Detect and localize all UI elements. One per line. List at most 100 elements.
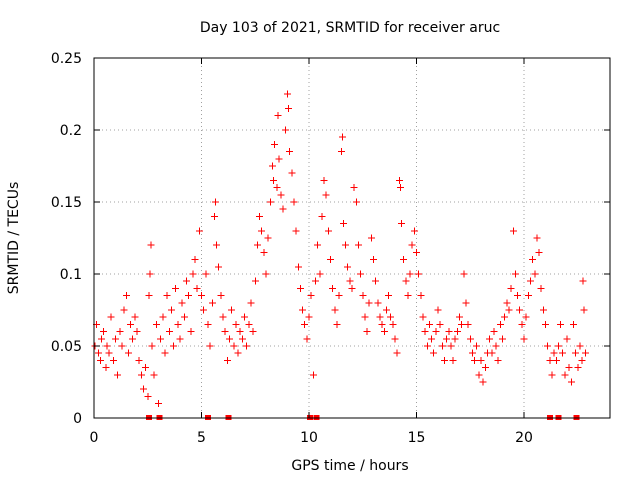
data-point	[142, 364, 150, 372]
x-tick-label: 20	[515, 430, 533, 446]
data-point	[116, 328, 124, 336]
data-point	[241, 313, 248, 321]
data-point	[279, 205, 287, 213]
data-point	[187, 328, 195, 336]
data-point	[266, 198, 274, 206]
data-point	[296, 284, 304, 292]
data-point	[376, 313, 384, 321]
data-point	[410, 227, 418, 235]
data-point	[563, 335, 571, 343]
data-point	[346, 277, 354, 285]
data-point	[316, 270, 324, 278]
data-point	[496, 320, 504, 328]
data-point	[385, 292, 393, 300]
data-point	[430, 349, 438, 357]
data-point	[542, 320, 549, 328]
data-point	[458, 320, 466, 328]
data-point	[211, 198, 219, 206]
data-point	[167, 306, 175, 314]
data-point	[580, 306, 588, 314]
data-point	[281, 126, 289, 134]
data-point	[557, 320, 565, 328]
data-point	[191, 256, 199, 264]
data-point	[301, 320, 309, 328]
data-point	[286, 148, 294, 156]
data-point	[170, 342, 178, 350]
data-point	[223, 356, 231, 364]
data-point	[198, 292, 205, 300]
data-point	[210, 212, 218, 220]
data-point	[344, 263, 352, 271]
data-point	[559, 349, 567, 357]
data-point	[193, 284, 201, 292]
data-point	[574, 364, 582, 372]
data-point	[354, 241, 362, 249]
data-point	[127, 320, 135, 328]
data-point	[292, 227, 300, 235]
data-point	[299, 306, 307, 314]
data-point	[359, 292, 367, 300]
data-point	[550, 349, 558, 357]
y-axis-label: SRMTID / TECUs	[6, 182, 22, 295]
data-point	[256, 212, 264, 220]
data-point	[118, 342, 126, 350]
data-point	[271, 140, 279, 148]
data-point	[213, 241, 221, 249]
data-point	[505, 306, 513, 314]
data-point	[221, 328, 229, 336]
data-point	[374, 299, 382, 307]
data-point	[178, 299, 186, 307]
data-point	[378, 320, 386, 328]
data-point	[309, 371, 317, 379]
data-point	[367, 234, 375, 242]
y-tick-label: 0.05	[51, 339, 82, 355]
data-point	[479, 378, 487, 386]
grid-lines	[94, 58, 610, 418]
y-tick-label: 0.15	[51, 195, 82, 211]
data-point	[103, 342, 111, 350]
data-point	[217, 292, 225, 300]
data-point	[102, 364, 110, 372]
x-axis-label: GPS time / hours	[291, 458, 408, 474]
data-point	[204, 320, 212, 328]
data-point	[380, 328, 388, 336]
data-point	[200, 306, 208, 314]
chart-title: Day 103 of 2021, SRMTID for receiver aru…	[200, 20, 500, 36]
data-point	[148, 342, 156, 350]
data-point	[395, 176, 403, 184]
data-point	[305, 313, 313, 321]
data-point	[389, 320, 397, 328]
data-point	[137, 371, 145, 379]
data-point	[243, 342, 251, 350]
data-point	[120, 306, 128, 314]
data-point	[475, 371, 483, 379]
data-point	[100, 328, 108, 336]
data-point	[294, 263, 302, 271]
data-point	[161, 349, 169, 357]
data-point	[109, 356, 117, 364]
data-point	[145, 292, 153, 300]
data-point	[94, 349, 102, 357]
data-point	[331, 306, 339, 314]
data-point	[189, 270, 197, 278]
data-point	[578, 356, 586, 364]
data-point	[363, 328, 371, 336]
x-tick-label: 0	[90, 430, 99, 446]
data-point	[270, 176, 278, 184]
data-point	[565, 364, 573, 372]
data-point	[533, 234, 541, 242]
data-point	[361, 313, 369, 321]
data-point	[445, 328, 453, 336]
data-point	[567, 378, 575, 386]
data-point	[268, 162, 276, 170]
data-point	[122, 292, 130, 300]
data-point	[114, 371, 122, 379]
data-point	[264, 234, 272, 242]
data-point	[335, 292, 343, 300]
data-point	[274, 112, 282, 120]
data-point	[228, 306, 236, 314]
data-point	[462, 299, 470, 307]
data-point	[451, 335, 459, 343]
data-point	[262, 270, 270, 278]
data-point	[230, 342, 238, 350]
